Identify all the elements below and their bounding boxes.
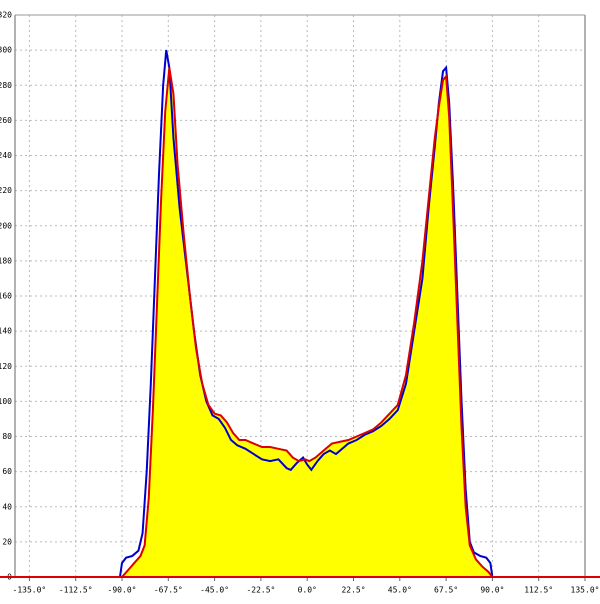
y-tick-label: 320 xyxy=(0,11,12,20)
y-tick-label: 280 xyxy=(0,81,12,90)
x-tick-label: 90.0° xyxy=(480,586,504,595)
area xyxy=(122,67,493,577)
y-tick-label: 100 xyxy=(0,397,12,406)
y-tick-label: 160 xyxy=(0,292,12,301)
y-tick-label: 120 xyxy=(0,362,12,371)
y-tick-label: 260 xyxy=(0,116,12,125)
y-tick-label: 300 xyxy=(0,46,12,55)
y-tick-label: 200 xyxy=(0,221,12,230)
line xyxy=(121,67,494,578)
y-tick-label: 180 xyxy=(0,256,12,265)
y-tick-label: 80 xyxy=(2,432,12,441)
x-tick-label: 0.0° xyxy=(298,586,317,595)
y-tick-label: 140 xyxy=(0,327,12,336)
x-tick-label: -135.0° xyxy=(13,586,47,595)
y-tick-label: 240 xyxy=(0,151,12,160)
x-tick-label: -90.0° xyxy=(108,586,137,595)
x-tick-label: 67.5° xyxy=(434,586,458,595)
y-tick-label: 60 xyxy=(2,467,12,476)
line xyxy=(118,49,494,578)
x-tick-label: 22.5° xyxy=(341,586,365,595)
y-tick-label: 40 xyxy=(2,502,12,511)
y-tick-label: 20 xyxy=(2,537,12,546)
x-tick-label: -22.5° xyxy=(246,586,275,595)
y-tick-label: 220 xyxy=(0,186,12,195)
x-tick-label: 45.0° xyxy=(388,586,412,595)
x-tick-label: 135.0° xyxy=(571,586,600,595)
x-tick-label: -67.5° xyxy=(154,586,183,595)
x-tick-label: -45.0° xyxy=(200,586,229,595)
x-tick-label: -112.5° xyxy=(59,586,93,595)
x-tick-label: 112.5° xyxy=(524,586,553,595)
